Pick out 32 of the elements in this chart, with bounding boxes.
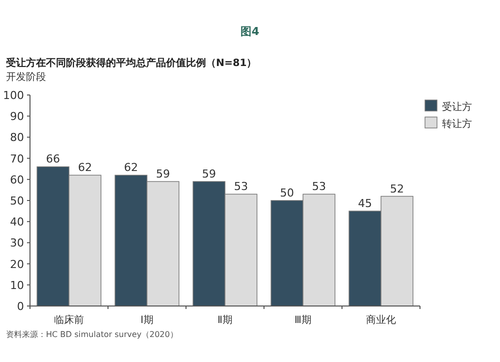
y-tick-label: 20 — [10, 258, 24, 271]
x-tick-label: 商业化 — [366, 314, 396, 326]
x-tick-label: 临床前 — [54, 314, 84, 326]
x-tick-label: Ⅱ期 — [218, 314, 232, 326]
data-label: 45 — [358, 197, 372, 210]
y-tick-label: 80 — [10, 131, 24, 144]
y-tick-label: 10 — [10, 278, 24, 292]
data-label: 59 — [202, 168, 216, 181]
x-tick-label: Ⅲ期 — [294, 314, 312, 326]
legend-label: 转让方 — [442, 118, 472, 130]
data-label: 53 — [312, 180, 326, 194]
y-tick-label: 50 — [10, 194, 24, 208]
x-tick-label: Ⅰ期 — [140, 314, 154, 326]
y-tick-label: 0 — [17, 300, 24, 313]
y-tick-label: 90 — [10, 110, 24, 124]
legend-label: 受让方 — [442, 101, 472, 113]
data-label: 53 — [234, 180, 248, 194]
y-axis-title: 开发阶段 — [6, 71, 46, 83]
data-label: 66 — [46, 152, 60, 166]
y-tick-label: 40 — [10, 216, 24, 229]
data-label: 62 — [124, 161, 138, 174]
y-tick-label: 60 — [10, 173, 24, 186]
y-tick-label: 100 — [3, 89, 24, 102]
data-label: 50 — [280, 186, 294, 200]
data-label: 59 — [156, 168, 170, 181]
chart-title: 图4 — [240, 25, 260, 38]
text: 资料来源：HC BD simulator survey（2020） — [6, 330, 178, 339]
chart-subtitle: 受让方在不同阶段获得的平均总产品价值比例（N=81） — [5, 57, 257, 69]
y-tick-label: 70 — [10, 152, 24, 166]
y-tick-label: 30 — [10, 236, 24, 250]
data-label: 52 — [390, 182, 404, 196]
data-label: 62 — [78, 161, 92, 174]
